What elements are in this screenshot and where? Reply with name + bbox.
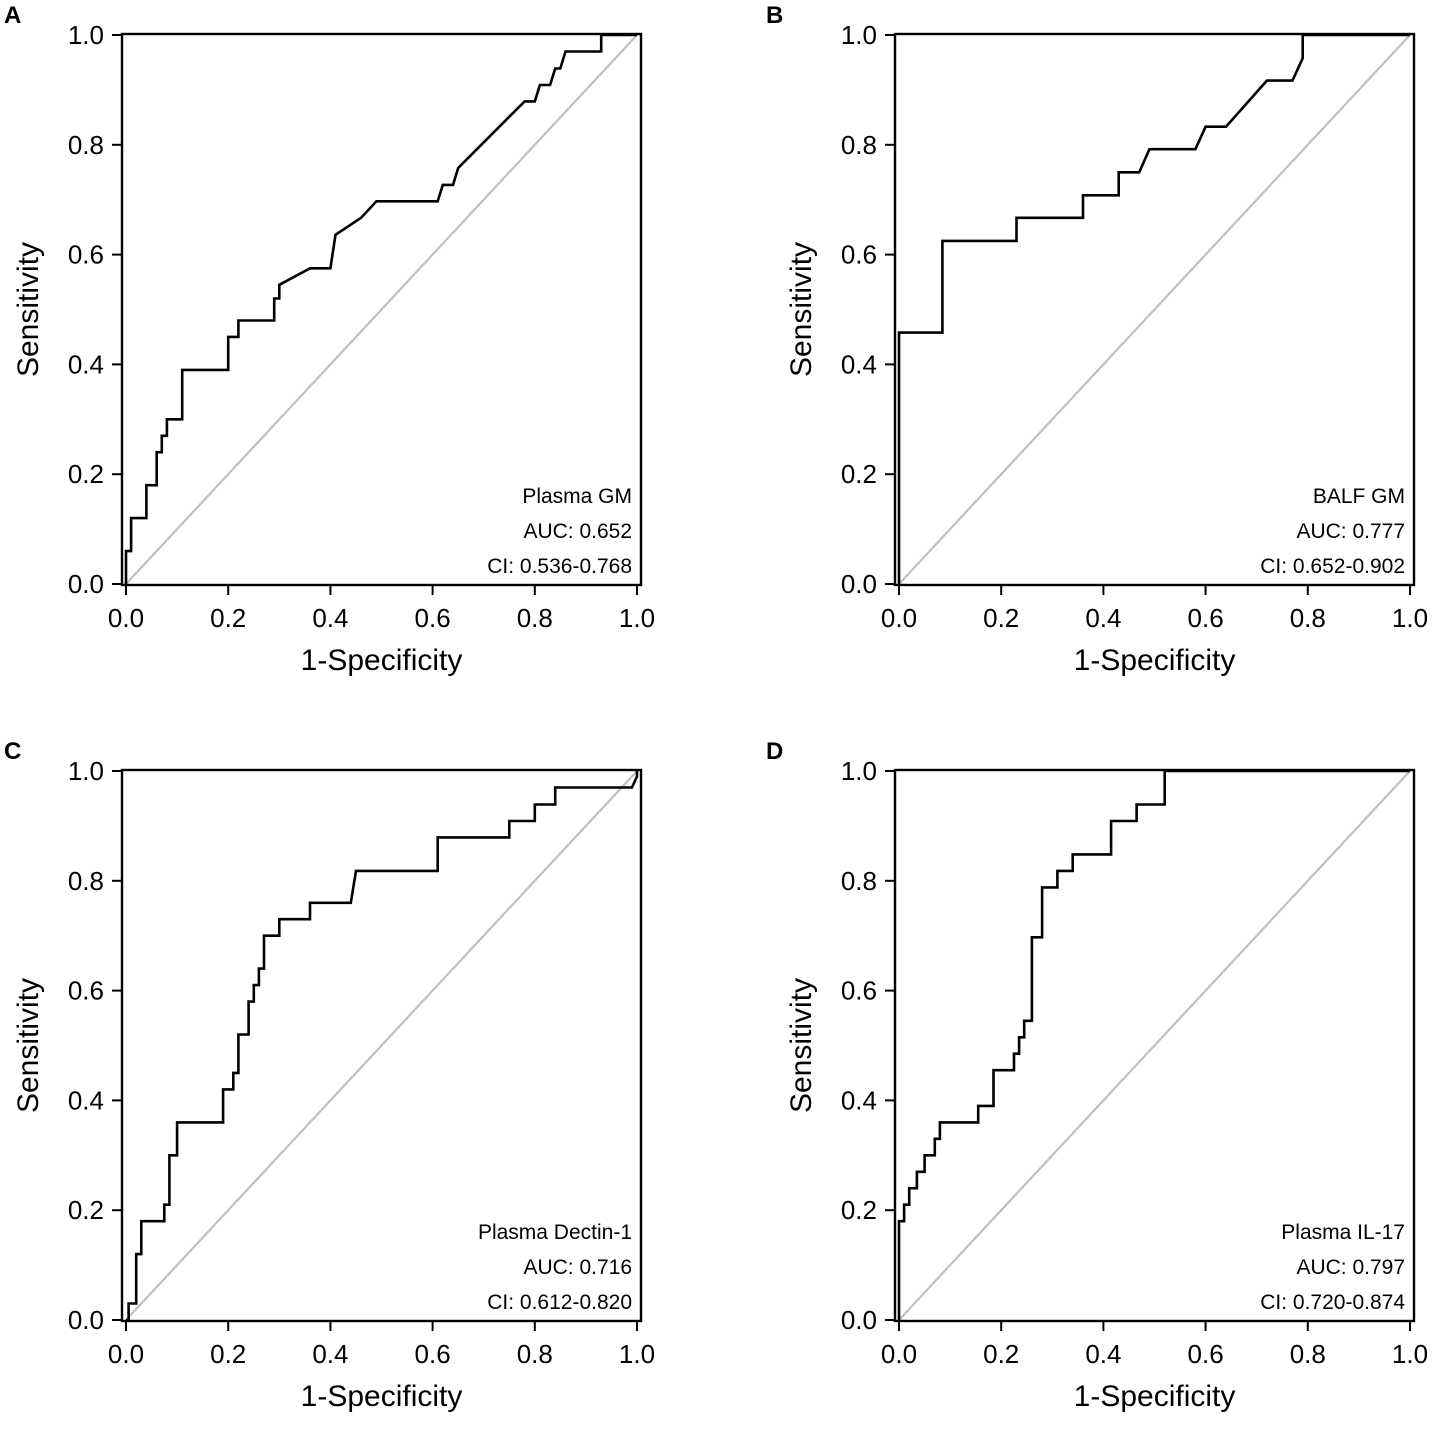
x-tick-label: 0.0 bbox=[881, 603, 917, 633]
y-tick-label: 1.0 bbox=[68, 20, 104, 50]
annotation-auc: AUC: 0.716 bbox=[523, 1256, 632, 1279]
x-tick-label: 0.4 bbox=[1085, 1339, 1121, 1369]
y-tick-label: 0.4 bbox=[841, 349, 877, 379]
x-tick-label: 0.8 bbox=[1290, 603, 1326, 633]
annotation-ci: CI: 0.720-0.874 bbox=[1260, 1291, 1405, 1314]
reference-diagonal-line bbox=[125, 34, 638, 585]
x-tick-label: 0.4 bbox=[312, 1339, 348, 1369]
y-tick-label: 0.6 bbox=[68, 240, 104, 270]
y-tick-label: 0.0 bbox=[68, 1305, 104, 1335]
annotation-marker-name: Plasma Dectin-1 bbox=[478, 1221, 632, 1244]
roc-curve-line bbox=[897, 769, 1410, 1320]
y-tick-label: 1.0 bbox=[841, 20, 877, 50]
roc-chart-svg: 0.0 0.2 0.4 0.6 0.8 1.0 0.0 0.2 0.4 0.6 0.8 1.0 1-Sp… bbox=[12, 756, 655, 1413]
annotation-ci: CI: 0.612-0.820 bbox=[487, 1291, 632, 1314]
y-tick-label: 0.8 bbox=[841, 866, 877, 896]
x-axis-label: 1-Specificity bbox=[1074, 1380, 1236, 1413]
x-axis-label: 1-Specificity bbox=[301, 1380, 463, 1413]
roc-chart-svg: 0.0 0.2 0.4 0.6 0.8 1.0 0.0 0.2 0.4 0.6 0.8 1.0 1-Sp… bbox=[785, 20, 1428, 677]
y-tick-label: 0.6 bbox=[841, 240, 877, 270]
x-tick-label: 0.6 bbox=[1188, 603, 1224, 633]
annotation-ci: CI: 0.536-0.768 bbox=[487, 555, 632, 578]
roc-chart-svg: 0.0 0.2 0.4 0.6 0.8 1.0 0.0 0.2 0.4 0.6 0.8 1.0 1-Sp… bbox=[785, 756, 1428, 1413]
x-tick-label: 1.0 bbox=[1392, 1339, 1428, 1369]
y-tick-label: 0.4 bbox=[68, 1085, 104, 1115]
x-tick-label: 0.0 bbox=[881, 1339, 917, 1369]
reference-diagonal-line bbox=[898, 34, 1411, 585]
x-tick-label: 0.8 bbox=[1290, 1339, 1326, 1369]
y-tick-label: 0.6 bbox=[68, 976, 104, 1006]
y-tick-label: 0.4 bbox=[841, 1085, 877, 1115]
roc-curve-line bbox=[897, 33, 1410, 584]
y-axis-label: Sensitivity bbox=[785, 242, 818, 377]
reference-diagonal-line bbox=[898, 770, 1411, 1321]
reference-diagonal-line bbox=[125, 770, 638, 1321]
x-tick-label: 0.2 bbox=[210, 603, 246, 633]
x-tick-label: 0.2 bbox=[983, 1339, 1019, 1369]
y-tick-label: 0.0 bbox=[68, 569, 104, 599]
roc-chart-svg: 0.0 0.2 0.4 0.6 0.8 1.0 0.0 0.2 0.4 0.6 0.8 1.0 1-Sp… bbox=[12, 20, 655, 677]
plot-frame bbox=[893, 32, 1416, 587]
roc-curve-line bbox=[124, 33, 637, 584]
y-tick-label: 0.8 bbox=[68, 130, 104, 160]
y-tick-label: 0.2 bbox=[841, 459, 877, 489]
x-tick-label: 0.2 bbox=[210, 1339, 246, 1369]
panel-label: C bbox=[4, 738, 22, 765]
x-tick-label: 0.0 bbox=[108, 1339, 144, 1369]
y-tick-label: 1.0 bbox=[841, 756, 877, 786]
roc-panel-d: D 0.0 0.2 0.4 0.6 0.8 1.0 0.0 0.2 0.4 0.6 0.8 1.0 1-… bbox=[766, 736, 1433, 1442]
x-tick-label: 0.6 bbox=[1188, 1339, 1224, 1369]
panel-label: A bbox=[4, 2, 22, 29]
panel-label: D bbox=[766, 738, 784, 765]
annotation-auc: AUC: 0.652 bbox=[523, 520, 632, 543]
annotation-auc: AUC: 0.777 bbox=[1296, 520, 1405, 543]
x-tick-label: 0.4 bbox=[1085, 603, 1121, 633]
y-tick-label: 0.2 bbox=[841, 1195, 877, 1225]
y-axis-label: Sensitivity bbox=[12, 978, 45, 1113]
y-tick-label: 0.8 bbox=[68, 866, 104, 896]
x-tick-label: 0.0 bbox=[108, 603, 144, 633]
x-tick-label: 0.4 bbox=[312, 603, 348, 633]
y-tick-label: 0.4 bbox=[68, 349, 104, 379]
x-tick-label: 0.2 bbox=[983, 603, 1019, 633]
roc-panel-b: B 0.0 0.2 0.4 0.6 0.8 1.0 0.0 0.2 0.4 0.6 0.8 1.0 1-… bbox=[766, 0, 1433, 706]
y-axis-label: Sensitivity bbox=[12, 242, 45, 377]
annotation-marker-name: BALF GM bbox=[1313, 485, 1405, 508]
annotation-marker-name: Plasma GM bbox=[522, 485, 632, 508]
y-tick-label: 0.6 bbox=[841, 976, 877, 1006]
y-axis-label: Sensitivity bbox=[785, 978, 818, 1113]
x-tick-label: 1.0 bbox=[619, 603, 655, 633]
y-tick-label: 0.0 bbox=[841, 1305, 877, 1335]
y-tick-label: 0.2 bbox=[68, 1195, 104, 1225]
x-tick-label: 0.6 bbox=[415, 1339, 451, 1369]
plot-frame bbox=[120, 32, 643, 587]
annotation-auc: AUC: 0.797 bbox=[1296, 1256, 1405, 1279]
x-tick-label: 0.8 bbox=[517, 1339, 553, 1369]
roc-curve-line bbox=[126, 771, 639, 1322]
x-tick-label: 1.0 bbox=[619, 1339, 655, 1369]
y-tick-label: 1.0 bbox=[68, 756, 104, 786]
annotation-ci: CI: 0.652-0.902 bbox=[1260, 555, 1405, 578]
y-tick-label: 0.0 bbox=[841, 569, 877, 599]
plot-frame bbox=[120, 768, 643, 1323]
roc-panel-c: C 0.0 0.2 0.4 0.6 0.8 1.0 0.0 0.2 0.4 0.6 0.8 1.0 1-… bbox=[0, 736, 716, 1442]
x-tick-label: 0.6 bbox=[415, 603, 451, 633]
x-axis-label: 1-Specificity bbox=[301, 644, 463, 677]
roc-panel-a: A 0.0 0.2 0.4 0.6 0.8 1.0 0.0 0.2 0.4 0.6 0.8 1.0 1-… bbox=[0, 0, 716, 706]
panel-label: B bbox=[766, 2, 784, 29]
plot-frame bbox=[893, 768, 1416, 1323]
x-tick-label: 1.0 bbox=[1392, 603, 1428, 633]
x-axis-label: 1-Specificity bbox=[1074, 644, 1236, 677]
x-tick-label: 0.8 bbox=[517, 603, 553, 633]
annotation-marker-name: Plasma IL-17 bbox=[1281, 1221, 1405, 1244]
y-tick-label: 0.8 bbox=[841, 130, 877, 160]
y-tick-label: 0.2 bbox=[68, 459, 104, 489]
